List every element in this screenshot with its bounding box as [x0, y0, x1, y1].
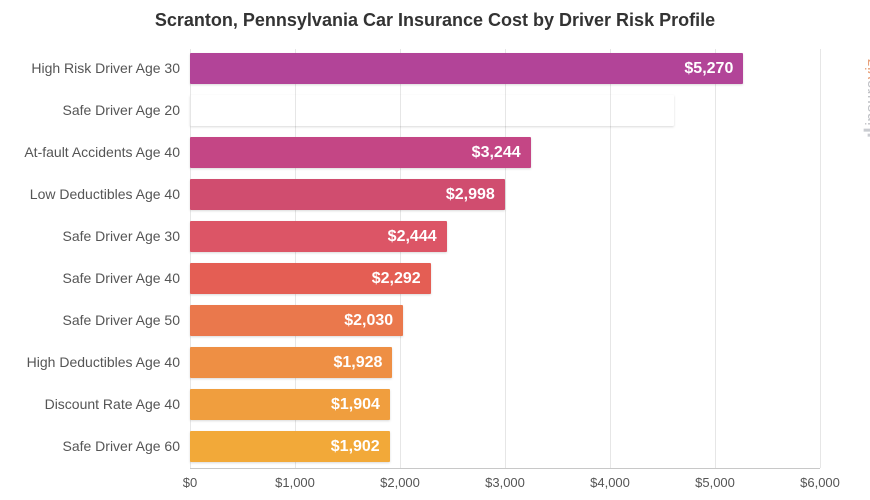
- bar-value-label: $2,998: [446, 186, 495, 204]
- watermark-icon: [864, 129, 870, 142]
- x-axis-label: $5,000: [695, 475, 735, 490]
- grid-line: [820, 49, 821, 468]
- grid-line: [715, 49, 716, 468]
- y-axis-label: High Risk Driver Age 30: [0, 53, 188, 84]
- x-axis-label: $4,000: [590, 475, 630, 490]
- bar: $1,902: [190, 431, 390, 462]
- bar: $4,610: [190, 95, 674, 126]
- y-axis-label: Discount Rate Age 40: [0, 389, 188, 420]
- chart-title: Scranton, Pennsylvania Car Insurance Cos…: [0, 0, 870, 31]
- bar: $1,904: [190, 389, 390, 420]
- bar: $2,292: [190, 263, 431, 294]
- bar: $2,030: [190, 305, 403, 336]
- watermark-text-b: viz: [864, 58, 870, 79]
- bar-value-label: $2,292: [372, 270, 421, 288]
- bar-value-label: $1,902: [331, 438, 380, 456]
- y-axis-label: High Deductibles Age 40: [0, 347, 188, 378]
- y-axis-label: Safe Driver Age 60: [0, 431, 188, 462]
- y-axis-label: Low Deductibles Age 40: [0, 179, 188, 210]
- y-axis-label: Safe Driver Age 40: [0, 263, 188, 294]
- bar-value-label: $1,928: [334, 354, 383, 372]
- y-axis-label: Safe Driver Age 50: [0, 305, 188, 336]
- bar-value-label: $4,610: [615, 102, 664, 120]
- x-axis-label: $3,000: [485, 475, 525, 490]
- x-axis-label: $2,000: [380, 475, 420, 490]
- plot-area: $5,270 $4,610 $3,244 $2,998 $2,444 $2,292 $2,0…: [190, 49, 820, 469]
- y-axis-label: Safe Driver Age 20: [0, 95, 188, 126]
- bar-value-label: $2,444: [388, 228, 437, 246]
- bar: $2,444: [190, 221, 447, 252]
- x-axis-label: $6,000: [800, 475, 840, 490]
- bar: $5,270: [190, 53, 743, 84]
- bar: $1,928: [190, 347, 392, 378]
- bar: $3,244: [190, 137, 531, 168]
- bar-value-label: $5,270: [684, 60, 733, 78]
- bar-value-label: $1,904: [331, 396, 380, 414]
- bar-value-label: $2,030: [344, 312, 393, 330]
- x-axis-label: $0: [183, 475, 197, 490]
- bar: $2,998: [190, 179, 505, 210]
- watermark-text-a: insura: [864, 79, 870, 126]
- y-axis-label: Safe Driver Age 30: [0, 221, 188, 252]
- bar-value-label: $3,244: [472, 144, 521, 162]
- watermark: insuraviz: [864, 58, 870, 142]
- y-axis-label: At-fault Accidents Age 40: [0, 137, 188, 168]
- x-axis-label: $1,000: [275, 475, 315, 490]
